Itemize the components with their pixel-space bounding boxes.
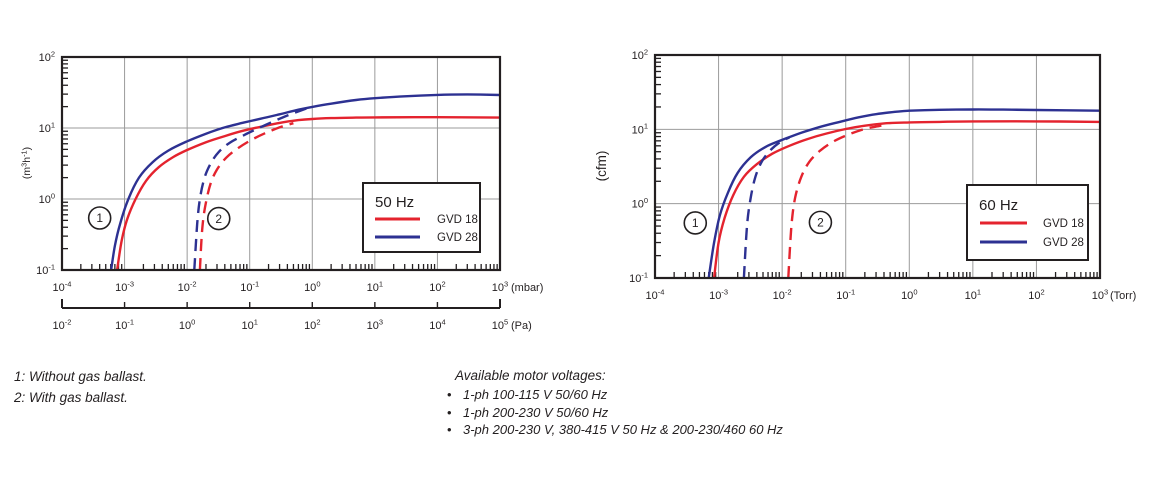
x-axis-unit: (Torr) <box>1110 290 1136 302</box>
voltage-item-2: 1-ph 200-230 V 50/60 Hz <box>447 404 783 422</box>
annotation-number-2: 2 <box>817 216 824 230</box>
annotation-2: 2 <box>206 206 231 231</box>
curve-gvd18-solid <box>712 120 1100 278</box>
x-tick-label: 102 <box>1028 287 1044 302</box>
pa-tick-label: 10-1 <box>115 317 134 332</box>
x-tick-label: 10-4 <box>53 279 72 294</box>
voltage-item-1: 1-ph 100-115 V 50/60 Hz <box>447 386 783 404</box>
y-tick-label: 10-1 <box>36 262 55 277</box>
annotation-circle-2 <box>808 210 833 235</box>
motor-voltages-list: 1-ph 100-115 V 50/60 Hz 1-ph 200-230 V 5… <box>447 386 783 439</box>
curve-gvd28-dashed <box>742 136 790 278</box>
curve-gvd28-solid <box>109 93 500 270</box>
annotation-1: 1 <box>87 206 112 230</box>
y-axis-unit: (cfm) <box>594 151 609 182</box>
plot-border <box>653 53 1102 280</box>
footnote-without-gas-ballast: 1: Without gas ballast. <box>14 369 147 384</box>
pa-tick-label: 105 <box>492 317 508 332</box>
y-tick-label: 100 <box>39 191 55 206</box>
legend-chart-60hz: 60 Hz GVD 18 GVD 28 <box>966 184 1089 261</box>
annotation-circle-1 <box>683 211 708 235</box>
y-tick-label: 100 <box>632 196 648 211</box>
pa-tick-label: 100 <box>179 317 195 332</box>
pa-tick-label: 102 <box>304 317 320 332</box>
legend-label-gvd-18: GVD 18 <box>1043 218 1084 230</box>
curve-gvd28-solid <box>707 108 1100 278</box>
axis-labels: 10-4 10-3 10-2 10-1 100 101 102 103 (Torr) 10-1 10… <box>629 47 1136 302</box>
footnote-with-gas-ballast: 2: With gas ballast. <box>14 390 128 405</box>
voltage-item-3: 3-ph 200-230 V, 380-415 V 50 Hz & 200-23… <box>447 421 783 439</box>
legend-label-gvd-18: GVD 18 <box>437 214 478 226</box>
curves <box>109 93 500 270</box>
chart-60hz: 1 2 10-4 10-3 10-2 10-1 100 101 102 103 (Torr) 10-1… <box>594 47 1136 302</box>
legend-label-gvd-28: GVD 28 <box>437 232 478 244</box>
gas-ballast-footnotes: 1: Without gas ballast. 2: With gas ball… <box>14 366 147 408</box>
x-tick-label: 100 <box>901 287 917 302</box>
pa-tick-label: 10-2 <box>53 317 72 332</box>
pa-axis-unit: (Pa) <box>511 320 532 332</box>
x-axis-unit: (mbar) <box>511 282 543 294</box>
annotation-number-1: 1 <box>692 216 699 230</box>
pa-tick-label: 101 <box>242 317 258 332</box>
annotation-1: 1 <box>683 211 708 235</box>
annotation-2: 2 <box>808 210 833 235</box>
x-tick-label: 10-2 <box>178 279 197 294</box>
x-tick-label: 101 <box>965 287 981 302</box>
x-tick-label: 10-3 <box>709 287 728 302</box>
curve-gvd18-solid <box>115 115 500 270</box>
x-tick-label: 10-3 <box>115 279 134 294</box>
pa-tick-label: 104 <box>429 317 445 332</box>
annotation-circle-1 <box>87 206 112 230</box>
legend-chart-50hz: 50 Hz GVD 18 GVD 28 <box>362 182 481 253</box>
x-tick-label: 103 <box>492 279 508 294</box>
annotation-circle-2 <box>206 206 231 231</box>
secondary-axis-pa: 10-2 10-1 100 101 102 103 104 105 (Pa) <box>53 299 532 332</box>
curve-gvd18-dashed <box>198 122 294 270</box>
y-tick-label: 10-1 <box>629 270 648 285</box>
x-tick-label: 102 <box>429 279 445 294</box>
motor-voltages-block: Available motor voltages: 1-ph 100-115 V… <box>447 366 783 439</box>
x-tick-label: 100 <box>304 279 320 294</box>
chart-50hz: 1 210-4 10-3 10-2 10-1 100 101 102 103 (mbar)10-1… <box>20 49 544 332</box>
y-tick-label: 101 <box>39 120 55 135</box>
curves <box>707 108 1100 278</box>
y-axis-unit: (m3h-1) <box>20 147 34 179</box>
legend-title: 60 Hz <box>979 197 1018 214</box>
x-tick-label: 10-2 <box>773 287 792 302</box>
x-tick-label: 103 <box>1092 287 1108 302</box>
y-tick-label: 102 <box>632 47 648 62</box>
annotation-number-1: 1 <box>96 211 103 225</box>
annotation-number-2: 2 <box>215 212 222 226</box>
x-tick-label: 10-1 <box>240 279 259 294</box>
pa-tick-label: 103 <box>367 317 383 332</box>
curve-gvd18-dashed <box>787 123 888 278</box>
curve-gvd28-dashed <box>193 106 309 270</box>
legend-title: 50 Hz <box>375 194 414 211</box>
y-tick-label: 101 <box>632 122 648 137</box>
y-tick-label: 102 <box>39 49 55 64</box>
motor-voltages-title: Available motor voltages: <box>455 368 606 383</box>
x-tick-label: 10-1 <box>836 287 855 302</box>
x-tick-label: 101 <box>367 279 383 294</box>
plot-border <box>60 55 502 272</box>
x-tick-label: 10-4 <box>646 287 665 302</box>
legend-label-gvd-28: GVD 28 <box>1043 237 1084 249</box>
